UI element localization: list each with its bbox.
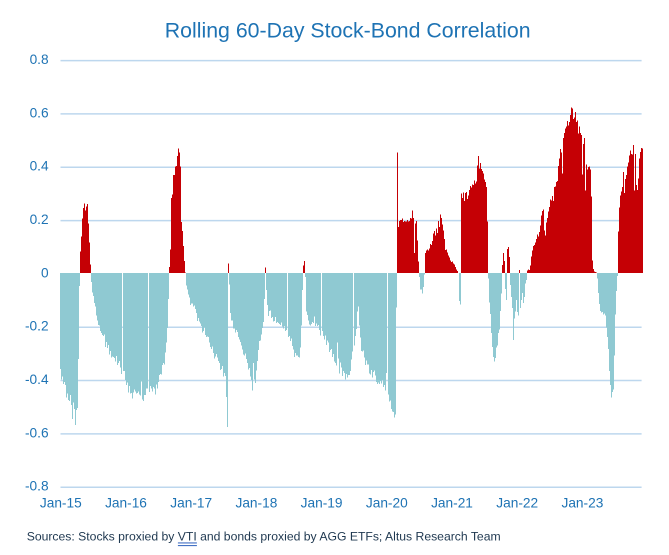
- svg-text:0.8: 0.8: [30, 52, 49, 67]
- svg-text:-0.8: -0.8: [25, 479, 49, 494]
- svg-text:0.6: 0.6: [30, 105, 49, 120]
- svg-text:-0.2: -0.2: [25, 319, 49, 334]
- svg-text:Jan-15: Jan-15: [40, 496, 82, 511]
- svg-text:Rolling 60-Day Stock-Bond Corr: Rolling 60-Day Stock-Bond Correlation: [165, 18, 531, 42]
- svg-text:Jan-23: Jan-23: [561, 496, 603, 511]
- svg-text:-0.6: -0.6: [25, 425, 49, 440]
- svg-text:Jan-17: Jan-17: [170, 496, 212, 511]
- svg-text:Jan-21: Jan-21: [431, 496, 473, 511]
- svg-text:0: 0: [41, 265, 49, 280]
- svg-text:Jan-22: Jan-22: [496, 496, 538, 511]
- svg-text:0.2: 0.2: [30, 212, 49, 227]
- svg-text:Sources: Stocks proxied by VTI: Sources: Stocks proxied by VTI and bonds…: [27, 529, 501, 543]
- svg-text:Jan-20: Jan-20: [366, 496, 408, 511]
- svg-text:-0.4: -0.4: [25, 372, 49, 387]
- svg-text:Jan-19: Jan-19: [301, 496, 343, 511]
- svg-text:Jan-18: Jan-18: [235, 496, 277, 511]
- svg-text:0.4: 0.4: [30, 159, 49, 174]
- svg-text:Jan-16: Jan-16: [105, 496, 147, 511]
